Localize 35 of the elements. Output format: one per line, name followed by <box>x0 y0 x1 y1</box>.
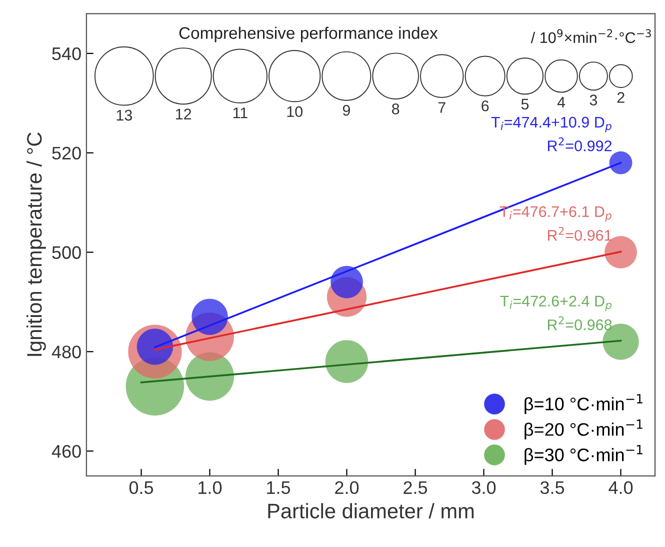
legend-label: 7 <box>438 102 446 113</box>
legend-label: 13 <box>116 110 132 121</box>
x-axis-title: Particle diameter / mm <box>268 503 474 518</box>
y-tick-label: 520 <box>52 146 81 160</box>
y-tick-label: 460 <box>52 444 81 458</box>
x-tick-label: 2.0 <box>335 481 359 494</box>
legend-label: 10 <box>287 106 302 118</box>
annotation: / 10$^{9}$×min$^{−2}$·°C$^{−3}$ <box>530 29 651 44</box>
x-tick-label: 1.0 <box>198 481 222 494</box>
legend-label: 5 <box>521 98 529 110</box>
y-tick-label: 480 <box>52 346 81 358</box>
x-tick-label: 1.5 <box>267 481 290 494</box>
y-tick-label: 500 <box>52 246 81 259</box>
legend-label: 12 <box>176 108 192 120</box>
y-axis-title: Ignition temperature / °C <box>26 132 46 356</box>
legend-label: 3 <box>590 94 598 106</box>
legend-label: 8 <box>392 104 400 114</box>
text: T$_{i}$=476.7+6.1 D$_{p}$ R$^{2}$=0.961 <box>500 206 612 241</box>
legend-label: 11 <box>233 108 248 118</box>
y-tick-label: 540 <box>52 47 81 60</box>
text: T$_{i}$=474.4+10.9 D$_{p}$ R$^{2}$=0.992 <box>491 116 612 152</box>
x-tick-label: 3.0 <box>472 481 496 494</box>
legend-label: 6 <box>482 100 489 112</box>
x-tick-label: 3.5 <box>540 481 564 494</box>
legend-label: 9 <box>342 104 350 116</box>
legend-title: Comprehensive performance index <box>179 26 438 42</box>
legend-label: β=10 °C·min$^{−1}$ <box>524 394 642 414</box>
x-tick-label: 2.5 <box>404 481 428 494</box>
text: T$_{i}$=472.6+2.4 D$_{p}$ R$^{2}$=0.968 <box>500 296 612 330</box>
legend-label: β=30 °C·min$^{−1}$ <box>524 445 642 465</box>
x-tick-label: 0.5 <box>129 481 154 494</box>
x-tick-label: 4.0 <box>608 481 633 494</box>
legend-label: β=20 °C·min$^{−1}$ <box>524 420 642 440</box>
legend-label: 2 <box>617 92 624 103</box>
legend-label: 4 <box>557 96 566 108</box>
